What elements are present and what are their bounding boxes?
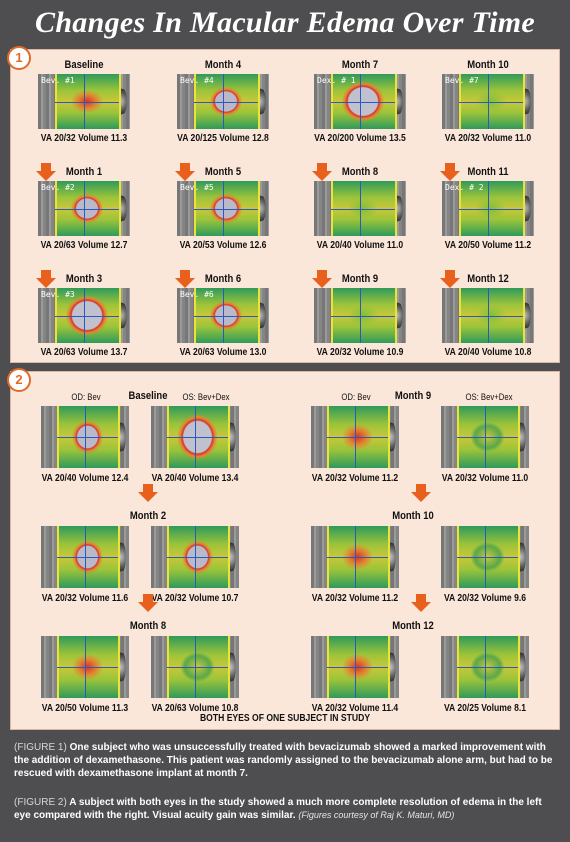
injection-tag: Bev. #1 [41, 76, 75, 85]
oct-scan-image: Bev. #2 [38, 181, 130, 236]
oct-scan-image [311, 636, 399, 698]
os-caption: VA 20/32 Volume 9.6 [443, 593, 527, 604]
va-volume-caption: VA 20/32 Volume 11.3 [40, 133, 128, 144]
figure-2-caption-tag: (FIGURE 2) [14, 797, 67, 808]
va-volume-caption: VA 20/40 Volume 10.8 [444, 347, 532, 358]
figure-2-caption-text: A subject with both eyes in the study sh… [14, 797, 542, 821]
injection-tag: Bev. #5 [180, 183, 214, 192]
oct-scan-image: Bev. #7 [442, 74, 534, 129]
os-label: OS: Bev+Dex [465, 392, 513, 402]
oct-scan-image [41, 406, 129, 468]
timepoint-label: Month 8 [129, 620, 167, 632]
os-caption: VA 20/32 Volume 11.0 [441, 473, 529, 484]
timepoint-label: Month 11 [467, 166, 509, 178]
os-caption: VA 20/25 Volume 8.1 [443, 703, 527, 714]
oct-scan-image [441, 636, 529, 698]
oct-scan-image: Bev. #6 [177, 288, 269, 343]
timepoint-label: Month 1 [65, 166, 103, 178]
timepoint-label: Month 7 [341, 59, 379, 71]
oct-scan-image [314, 181, 406, 236]
oct-scan-image [41, 636, 129, 698]
va-volume-caption: VA 20/63 Volume 12.7 [40, 240, 128, 251]
oct-scan-image [151, 526, 239, 588]
va-volume-caption: VA 20/32 Volume 11.0 [444, 133, 532, 144]
figure-2-footer: BOTH EYES OF ONE SUBJECT IN STUDY [199, 713, 371, 724]
va-volume-caption: VA 20/50 Volume 11.2 [444, 240, 532, 251]
oct-scan-image: Bev. #4 [177, 74, 269, 129]
oct-scan-image [41, 526, 129, 588]
oct-scan-image: Dex. # 1 [314, 74, 406, 129]
oct-scan-image [314, 288, 406, 343]
figure-1-caption-text: One subject who was unsuccessfully treat… [14, 742, 553, 779]
figure-1-caption-tag: (FIGURE 1) [14, 742, 67, 753]
injection-tag: Bev. #3 [41, 290, 75, 299]
va-volume-caption: VA 20/53 Volume 12.6 [179, 240, 267, 251]
timepoint-label: Month 3 [65, 273, 103, 285]
courtesy-note: (Figures courtesy of Raj K. Maturi, MD) [298, 810, 455, 820]
timepoint-label: Month 12 [467, 273, 509, 285]
oct-scan-image [311, 526, 399, 588]
timepoint-label: Month 8 [341, 166, 379, 178]
figure-2-caption: (FIGURE 2) A subject with both eyes in t… [14, 796, 558, 822]
va-volume-caption: VA 20/200 Volume 13.5 [314, 133, 406, 144]
od-label: OD: Bev [71, 392, 101, 402]
timepoint-label: Month 5 [204, 166, 242, 178]
va-volume-caption: VA 20/63 Volume 13.0 [179, 347, 267, 358]
oct-scan-image: Bev. #3 [38, 288, 130, 343]
timepoint-label: Baseline [128, 390, 168, 402]
timepoint-label: Month 6 [204, 273, 242, 285]
timepoint-label: Month 10 [467, 59, 509, 71]
injection-tag: Bev. #6 [180, 290, 214, 299]
timepoint-label: Month 12 [392, 620, 434, 632]
os-caption: VA 20/40 Volume 13.4 [151, 473, 239, 484]
injection-tag: Bev. #4 [180, 76, 214, 85]
va-volume-caption: VA 20/40 Volume 11.0 [316, 240, 404, 251]
timepoint-label: Month 9 [394, 390, 432, 402]
od-caption: VA 20/50 Volume 11.3 [41, 703, 129, 714]
injection-tag: Bev. #7 [445, 76, 479, 85]
figure-2-number: 2 [7, 368, 31, 392]
od-caption: VA 20/32 Volume 11.4 [311, 703, 399, 714]
timepoint-label: Month 4 [204, 59, 242, 71]
oct-scan-image: Bev. #1 [38, 74, 130, 129]
timepoint-label: Baseline [64, 59, 104, 71]
injection-tag: Bev. #2 [41, 183, 75, 192]
figure-1-panel: 1 Baseline Bev. #1 VA 20/32 Volume 11.3 Mon… [7, 46, 560, 363]
oct-scan-image: Bev. #5 [177, 181, 269, 236]
oct-scan-image [442, 288, 534, 343]
os-caption: VA 20/63 Volume 10.8 [151, 703, 239, 714]
page-title: Changes In Macular Edema Over Time [35, 6, 535, 39]
od-caption: VA 20/32 Volume 11.6 [41, 593, 129, 604]
oct-scan-image [311, 406, 399, 468]
va-volume-caption: VA 20/32 Volume 10.9 [316, 347, 404, 358]
oct-scan-image [151, 636, 239, 698]
os-caption: VA 20/32 Volume 10.7 [151, 593, 239, 604]
injection-tag: Dex. # 2 [445, 183, 484, 192]
figure-1-caption: (FIGURE 1) One subject who was unsuccess… [14, 741, 558, 780]
timepoint-label: Month 9 [341, 273, 379, 285]
oct-scan-image [151, 406, 239, 468]
od-label: OD: Bev [341, 392, 371, 402]
od-caption: VA 20/32 Volume 11.2 [311, 593, 399, 604]
timepoint-label: Month 2 [129, 510, 167, 522]
os-label: OS: Bev+Dex [182, 392, 230, 402]
timepoint-label: Month 10 [392, 510, 434, 522]
oct-scan-image [441, 526, 529, 588]
figure-1-number: 1 [7, 46, 31, 70]
figure-2-panel: 2 BOTH EYES OF ONE SUBJECT IN STUDY Base… [7, 368, 560, 730]
injection-tag: Dex. # 1 [317, 76, 356, 85]
va-volume-caption: VA 20/125 Volume 12.8 [177, 133, 269, 144]
va-volume-caption: VA 20/63 Volume 13.7 [40, 347, 128, 358]
oct-scan-image: Dex. # 2 [442, 181, 534, 236]
od-caption: VA 20/40 Volume 12.4 [41, 473, 129, 484]
od-caption: VA 20/32 Volume 11.2 [311, 473, 399, 484]
oct-scan-image [441, 406, 529, 468]
